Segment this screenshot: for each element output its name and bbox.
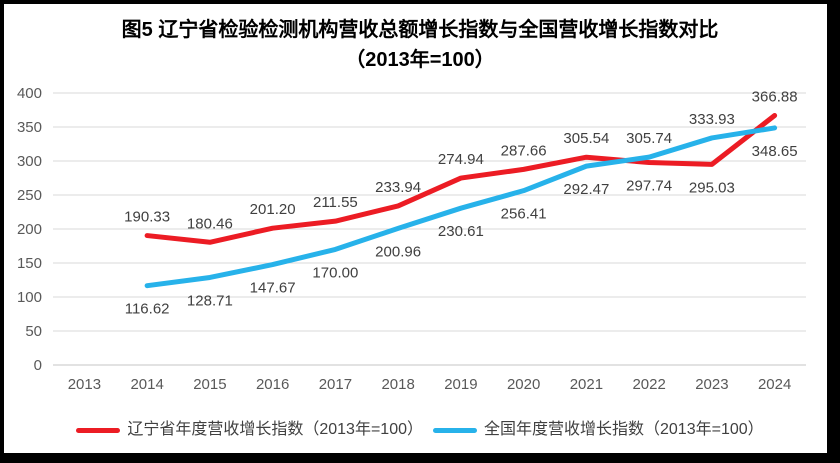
series-line-0 <box>144 113 778 245</box>
data-label: 180.46 <box>187 215 233 232</box>
series-line-1 <box>144 125 778 289</box>
chart-title-line2: （2013年=100） <box>345 49 495 71</box>
data-label: 256.41 <box>501 206 547 223</box>
y-tick-label: 200 <box>17 221 42 238</box>
x-tick-label: 2019 <box>444 376 477 393</box>
x-tick-label: 2024 <box>758 376 791 393</box>
data-label: 116.62 <box>125 301 170 318</box>
y-tick-label: 0 <box>34 357 42 374</box>
x-tick-label: 2022 <box>632 376 665 393</box>
data-label: 170.00 <box>312 264 358 281</box>
data-label: 201.20 <box>250 201 296 218</box>
legend-item-liaoning: 辽宁省年度营收增长指数（2013年=100） <box>76 422 423 438</box>
y-tick-label: 300 <box>17 153 42 170</box>
data-label: 211.55 <box>313 194 358 211</box>
data-label: 305.54 <box>563 130 609 147</box>
data-label: 333.93 <box>689 111 735 128</box>
chart-title: 图5 辽宁省检验检测机构营收总额增长指数与全国营收增长指数对比 （2013年=1… <box>0 15 840 75</box>
legend-line-swatch-blue <box>433 427 477 433</box>
x-tick-label: 2018 <box>381 376 414 393</box>
x-tick-label: 2017 <box>319 376 352 393</box>
legend-label-liaoning: 辽宁省年度营收增长指数（2013年=100） <box>127 421 423 438</box>
chart-title-line1: 图5 辽宁省检验检测机构营收总额增长指数与全国营收增长指数对比 <box>121 19 719 41</box>
chart-legend: 辽宁省年度营收增长指数（2013年=100） 全国年度营收增长指数（2013年=… <box>0 416 840 444</box>
x-tick-label: 2013 <box>68 376 101 393</box>
data-label: 292.47 <box>563 181 609 198</box>
y-tick-label: 350 <box>17 119 42 136</box>
y-tick-label: 150 <box>17 255 42 272</box>
data-label: 297.74 <box>626 178 672 195</box>
x-tick-label: 2014 <box>130 376 163 393</box>
data-label: 305.74 <box>626 130 672 147</box>
legend-line-swatch-red <box>76 427 121 433</box>
data-label: 274.94 <box>438 151 484 168</box>
y-tick-label: 250 <box>17 187 42 204</box>
x-tick-label: 2020 <box>507 376 540 393</box>
data-label: 230.61 <box>438 223 484 240</box>
legend-label-national: 全国年度营收增长指数（2013年=100） <box>484 421 764 438</box>
x-tick-label: 2015 <box>193 376 226 393</box>
data-label: 295.03 <box>689 179 735 196</box>
data-label: 200.96 <box>375 243 421 260</box>
data-label: 348.65 <box>752 143 798 160</box>
y-tick-label: 400 <box>17 85 42 102</box>
y-tick-label: 50 <box>25 323 42 340</box>
x-tick-label: 2023 <box>695 376 728 393</box>
y-tick-label: 100 <box>17 289 42 306</box>
legend-item-national: 全国年度营收增长指数（2013年=100） <box>433 422 764 438</box>
x-tick-label: 2021 <box>570 376 603 393</box>
data-label: 287.66 <box>501 142 547 159</box>
x-tick-label: 2016 <box>256 376 289 393</box>
data-label: 190.33 <box>124 209 170 226</box>
data-label: 128.71 <box>187 292 233 309</box>
data-label: 233.94 <box>375 179 421 196</box>
data-label: 366.88 <box>752 89 798 106</box>
data-label: 147.67 <box>250 280 296 297</box>
